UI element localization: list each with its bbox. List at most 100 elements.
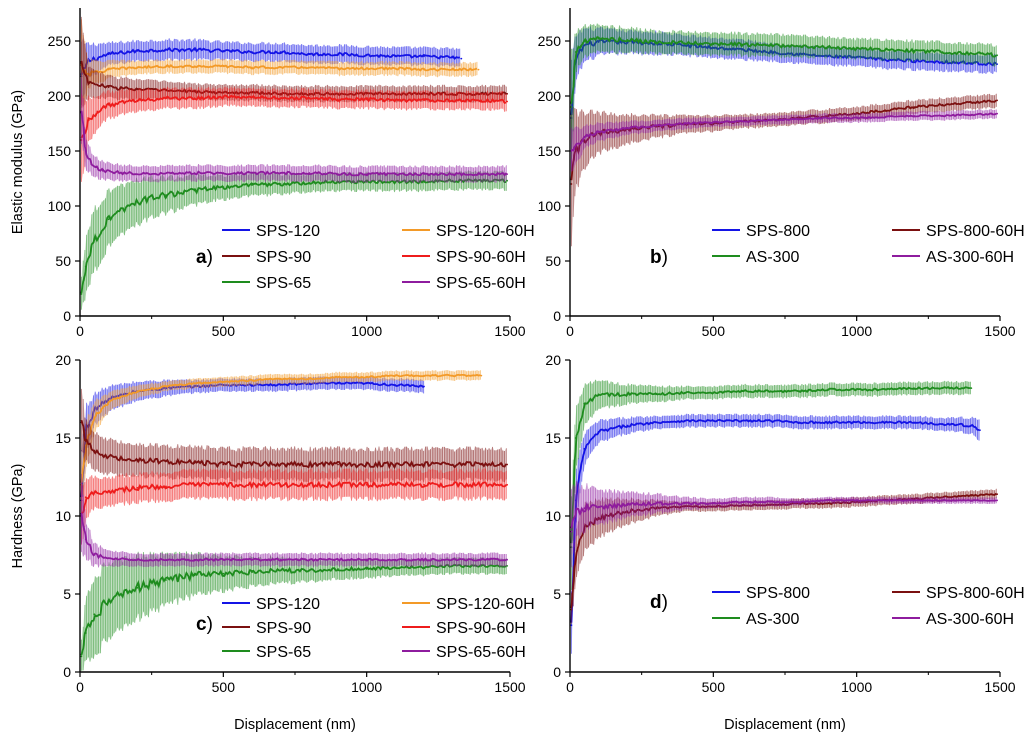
data-point bbox=[570, 530, 573, 533]
data-point bbox=[506, 100, 508, 103]
data-point bbox=[337, 376, 339, 379]
data-point bbox=[451, 99, 454, 102]
data-point bbox=[884, 421, 887, 424]
data-point bbox=[423, 463, 425, 466]
series-line bbox=[80, 512, 507, 563]
data-point bbox=[451, 374, 454, 377]
data-point bbox=[136, 99, 139, 102]
data-point bbox=[394, 463, 397, 466]
data-point bbox=[460, 57, 463, 60]
x-tick-label: 500 bbox=[212, 323, 236, 339]
data-point bbox=[712, 419, 715, 422]
legend: SPS-800 SPS-800-60H AS-300 AS-300-60H bbox=[712, 585, 1024, 628]
data-point bbox=[506, 463, 508, 466]
data-point bbox=[365, 98, 368, 101]
data-point bbox=[480, 483, 483, 486]
data-point bbox=[451, 56, 454, 59]
data-point bbox=[941, 387, 944, 389]
data-point bbox=[855, 117, 858, 119]
data-point bbox=[308, 569, 311, 572]
data-point bbox=[337, 98, 339, 101]
panel-label: c) bbox=[196, 614, 213, 635]
y-axis-title: Hardness (GPa) bbox=[10, 464, 26, 569]
data-point bbox=[136, 390, 139, 393]
data-point bbox=[279, 377, 282, 380]
data-point bbox=[251, 571, 253, 574]
x-tick-label: 1500 bbox=[494, 679, 525, 695]
data-point bbox=[365, 376, 368, 379]
plot-area bbox=[80, 16, 508, 310]
error-band bbox=[571, 93, 997, 247]
data-point bbox=[655, 421, 657, 424]
legend-label: SPS-800-60H bbox=[926, 585, 1024, 602]
data-point bbox=[279, 183, 282, 185]
data-point bbox=[365, 483, 368, 486]
data-point bbox=[884, 116, 887, 118]
data-point bbox=[583, 402, 586, 405]
legend-label: AS-300 bbox=[746, 249, 799, 266]
data-point bbox=[87, 81, 90, 84]
data-point bbox=[107, 455, 110, 458]
data-point bbox=[827, 46, 829, 49]
data-point bbox=[107, 490, 110, 492]
data-point bbox=[570, 624, 573, 627]
data-point bbox=[913, 114, 915, 117]
x-tick-label: 1500 bbox=[984, 323, 1015, 339]
data-point bbox=[683, 42, 686, 45]
data-point bbox=[970, 113, 973, 116]
data-point bbox=[308, 483, 311, 486]
data-point bbox=[423, 55, 425, 58]
error-band bbox=[81, 170, 507, 310]
data-point bbox=[308, 463, 311, 466]
data-point bbox=[251, 172, 253, 174]
data-point bbox=[970, 499, 973, 502]
data-point bbox=[107, 557, 110, 559]
data-point bbox=[279, 569, 282, 572]
data-point bbox=[626, 393, 629, 396]
x-tick-label: 0 bbox=[566, 679, 574, 695]
data-point bbox=[394, 173, 397, 176]
data-point bbox=[996, 99, 998, 102]
data-point bbox=[222, 483, 225, 486]
data-point bbox=[597, 131, 600, 134]
x-axis-title: Displacement (nm) bbox=[234, 717, 356, 733]
data-point bbox=[80, 421, 83, 424]
plot-area bbox=[570, 23, 998, 247]
data-point bbox=[741, 501, 743, 503]
data-point bbox=[107, 401, 110, 403]
data-point bbox=[394, 558, 397, 561]
legend-label: SPS-800 bbox=[746, 223, 810, 240]
y-tick-label: 0 bbox=[63, 664, 71, 680]
data-point bbox=[122, 172, 124, 174]
x-tick-label: 1500 bbox=[984, 679, 1015, 695]
legend-label: SPS-65 bbox=[256, 644, 311, 661]
data-point bbox=[84, 632, 87, 634]
series-sps-120-60h bbox=[80, 19, 480, 109]
data-point bbox=[251, 558, 253, 561]
data-point bbox=[222, 558, 225, 561]
data-point bbox=[193, 483, 196, 486]
data-point bbox=[996, 493, 998, 496]
data-point bbox=[741, 43, 743, 46]
data-point bbox=[136, 487, 139, 489]
data-point bbox=[655, 502, 657, 505]
data-point bbox=[423, 68, 425, 71]
panel-d: 0 500 1000 1500 0 5 10 15 20 Displacement (nm) SPS… bbox=[545, 352, 1024, 733]
error-bars bbox=[571, 379, 971, 590]
data-point bbox=[165, 558, 167, 561]
x-axis-title: Displacement (nm) bbox=[724, 717, 846, 733]
data-point bbox=[279, 384, 282, 386]
data-point bbox=[136, 558, 139, 561]
data-point bbox=[996, 54, 998, 57]
data-point bbox=[941, 51, 944, 53]
data-point bbox=[574, 437, 577, 439]
data-point bbox=[222, 50, 225, 52]
data-point bbox=[136, 88, 139, 91]
x-tick-label: 500 bbox=[212, 679, 236, 695]
data-point bbox=[165, 97, 167, 100]
data-point bbox=[107, 68, 110, 71]
data-point bbox=[583, 135, 586, 138]
data-point bbox=[480, 463, 483, 466]
series-sps-65-60h bbox=[80, 473, 508, 568]
x-tick-label: 500 bbox=[702, 323, 726, 339]
